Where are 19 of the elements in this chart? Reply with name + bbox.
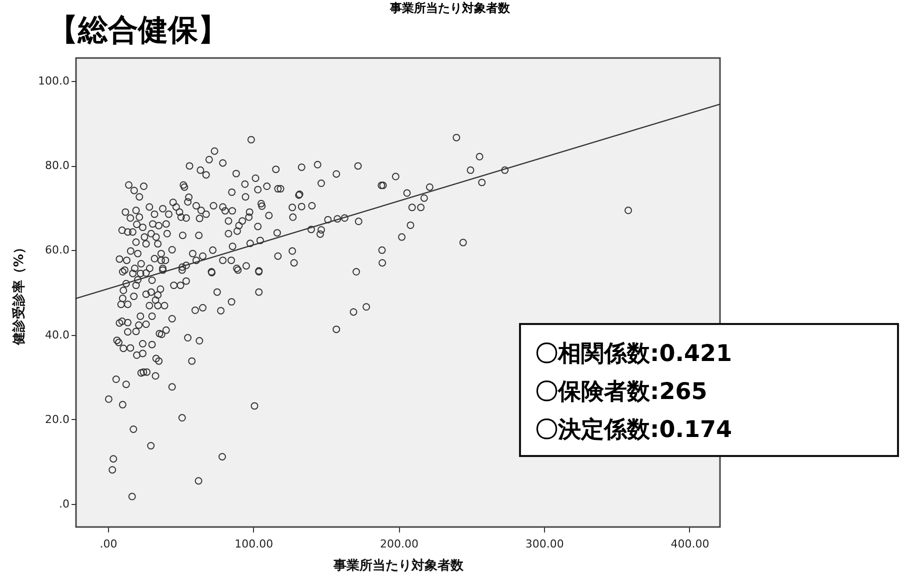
y-tick-label: .0 <box>59 498 70 511</box>
y-tick-label: 60.0 <box>45 244 70 257</box>
annotation: 〇保険者数:265 <box>535 378 708 407</box>
x-tick-label: .00 <box>100 538 118 550</box>
y-tick-label: 20.0 <box>45 412 70 426</box>
x-tick-label: 300.00 <box>525 538 564 550</box>
annotation: 〇決定係数:0.174 <box>535 416 733 445</box>
x-axis-title: 事業所当たり対象者数 <box>332 558 464 574</box>
x-tick-label: 400.00 <box>670 538 710 550</box>
y-tick-label: 100.0 <box>38 74 70 88</box>
chart-subtitle: 事業所当たり対象者数 <box>389 0 511 17</box>
chart-title: 【総合健保】 <box>48 12 228 50</box>
x-tick-label: 100.00 <box>234 538 274 550</box>
text-box: 〇相関係数:0.421 〇保険者数:265 〇決定係数:0.174 <box>519 323 899 457</box>
y-tick-label: 80.0 <box>45 159 70 172</box>
annotation: 〇相関係数:0.421 <box>535 340 733 369</box>
y-tick-label: 40.0 <box>45 328 70 342</box>
x-tick-label: 200.00 <box>380 538 418 550</box>
y-axis-title: 健診受診率（%） <box>11 240 28 346</box>
